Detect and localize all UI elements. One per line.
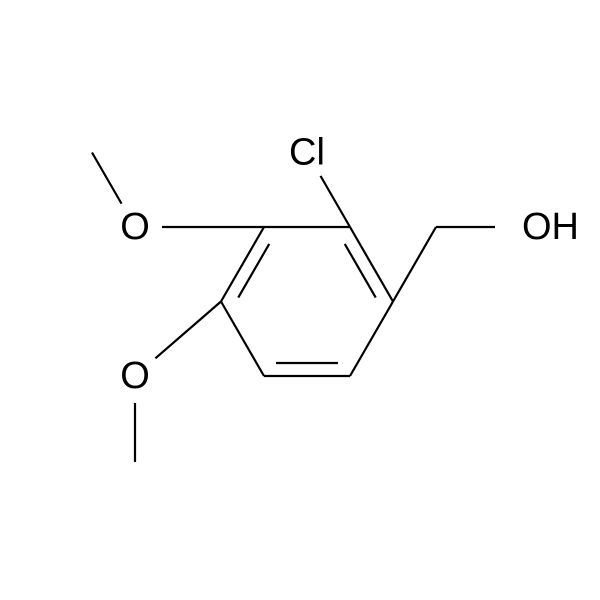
bond (155, 302, 221, 359)
bond (345, 244, 376, 298)
bond (320, 176, 350, 227)
bond (350, 302, 393, 377)
bond (393, 227, 436, 302)
chemical-structure-diagram: Cl O O OH (0, 0, 600, 600)
bond (221, 302, 264, 377)
atom-label-cl: Cl (289, 132, 325, 174)
atom-label-o3: O (120, 206, 150, 248)
atom-label-o4: O (120, 355, 150, 397)
bond (238, 244, 269, 298)
atom-label-oh: OH (522, 206, 579, 248)
bond (92, 153, 122, 204)
